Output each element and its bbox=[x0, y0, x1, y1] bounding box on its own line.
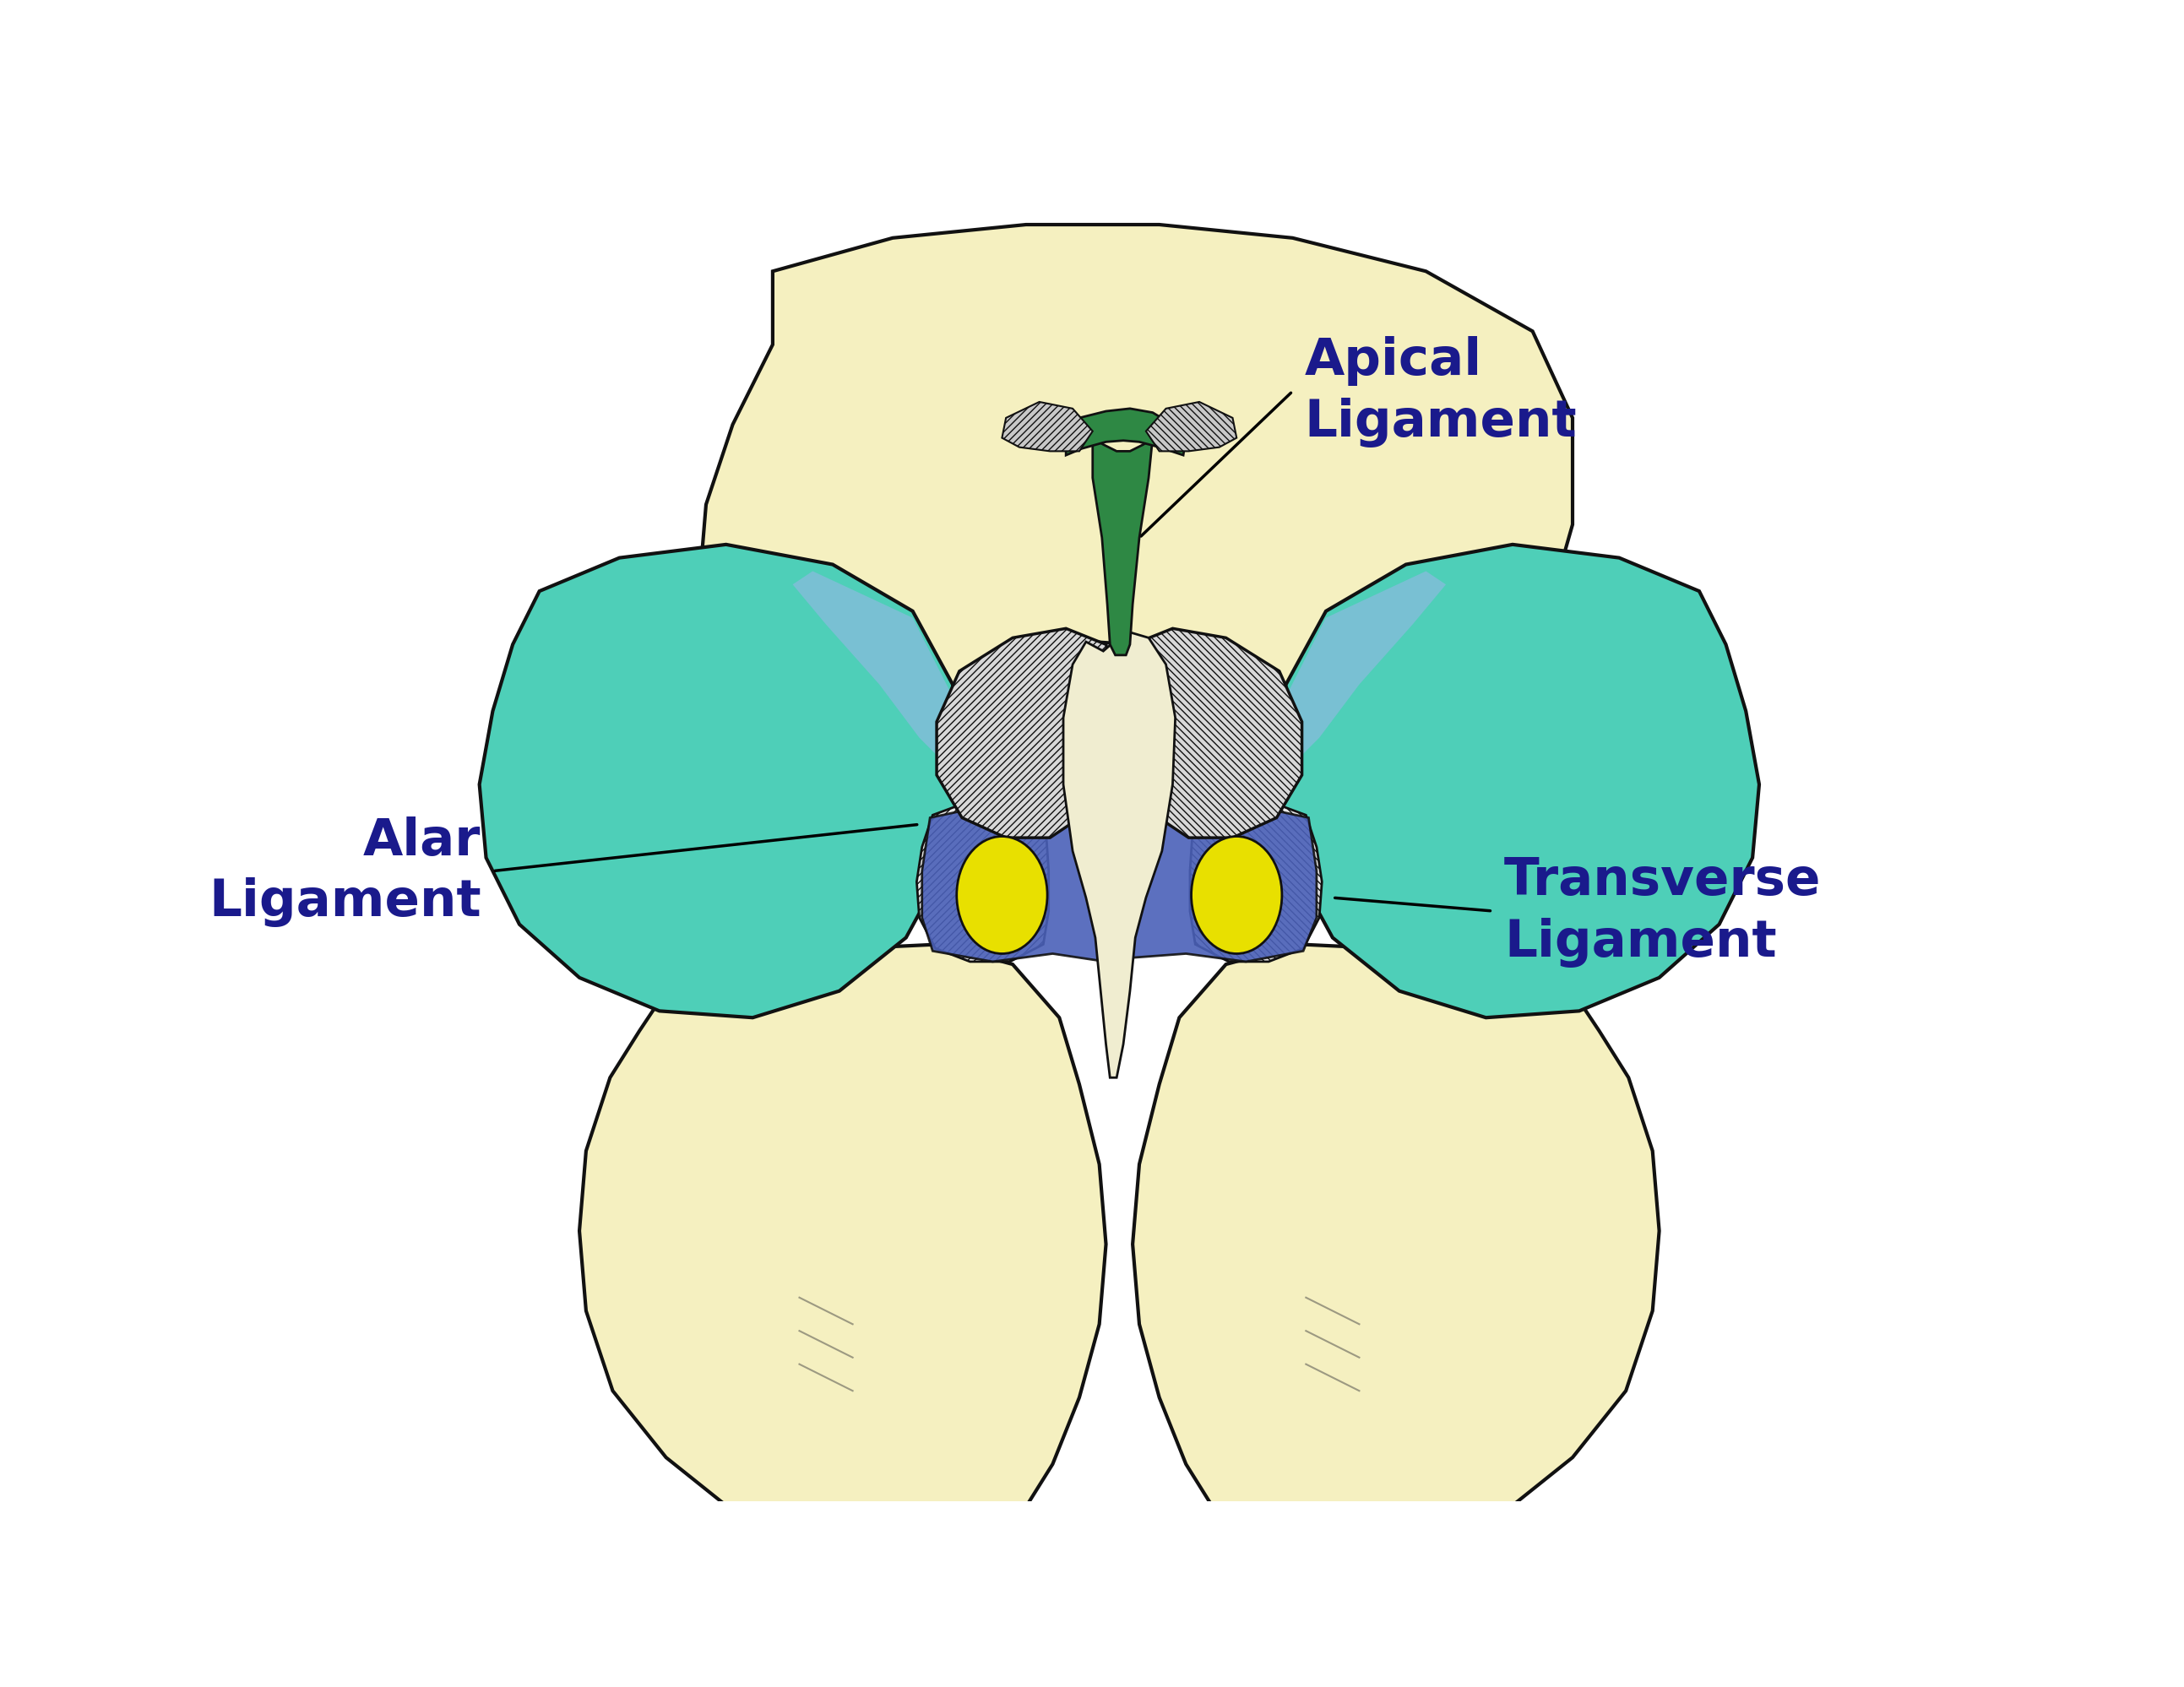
Polygon shape bbox=[1002, 403, 1092, 452]
Polygon shape bbox=[1066, 410, 1186, 455]
Polygon shape bbox=[1064, 631, 1175, 1078]
Polygon shape bbox=[793, 572, 957, 764]
Polygon shape bbox=[917, 798, 1048, 962]
Polygon shape bbox=[1092, 439, 1153, 656]
Polygon shape bbox=[579, 945, 1105, 1564]
Polygon shape bbox=[937, 629, 1123, 838]
Polygon shape bbox=[1278, 545, 1758, 1017]
Polygon shape bbox=[480, 545, 961, 1017]
Polygon shape bbox=[922, 798, 1317, 962]
Text: Alar
Ligament: Alar Ligament bbox=[207, 817, 480, 928]
Polygon shape bbox=[1190, 798, 1321, 962]
Text: Transverse
Ligament: Transverse Ligament bbox=[1505, 855, 1821, 967]
Polygon shape bbox=[1147, 403, 1236, 452]
Ellipse shape bbox=[957, 837, 1048, 955]
Text: Apical
Ligament: Apical Ligament bbox=[1304, 336, 1577, 447]
Polygon shape bbox=[1133, 945, 1660, 1564]
Ellipse shape bbox=[1190, 837, 1282, 955]
Polygon shape bbox=[699, 226, 1572, 725]
Polygon shape bbox=[1282, 572, 1446, 764]
Polygon shape bbox=[1116, 629, 1302, 838]
